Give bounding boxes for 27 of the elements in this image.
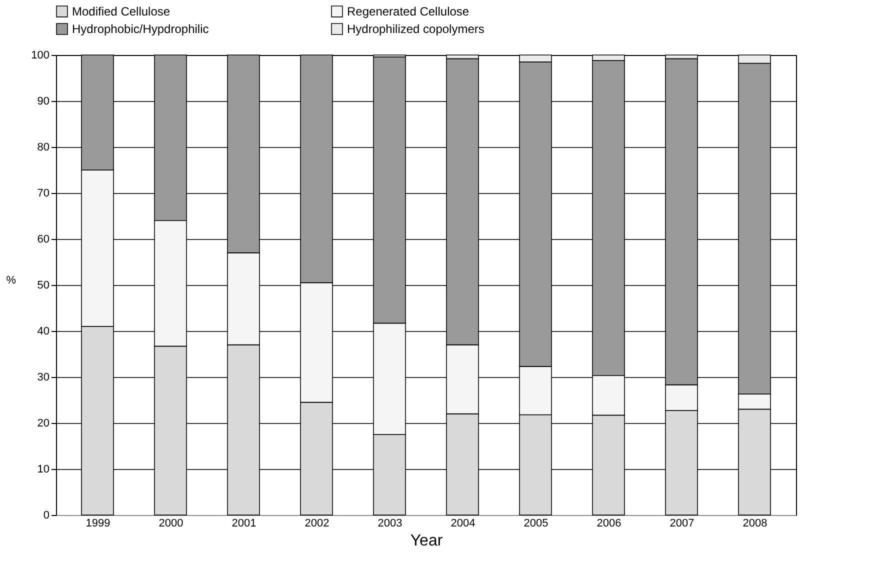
y-tick-label: 80 xyxy=(37,142,50,154)
y-axis-title: % xyxy=(6,274,16,286)
y-tick-label: 10 xyxy=(37,464,50,476)
y-tick-label: 30 xyxy=(37,372,50,384)
y-tick-label: 90 xyxy=(37,96,50,108)
y-tick-label: 70 xyxy=(37,188,50,200)
x-tick-label: 2001 xyxy=(232,518,256,530)
y-tick-label: 50 xyxy=(37,280,50,292)
x-tick-label: 2008 xyxy=(742,518,768,530)
x-tick-label: 2004 xyxy=(450,518,476,530)
x-axis-title: Year xyxy=(410,532,444,550)
x-tick-label: 2003 xyxy=(378,518,402,530)
legend-label: Regenerated Cellulose xyxy=(347,4,470,18)
y-tick-label: 100 xyxy=(31,50,50,62)
y-tick-label: 0 xyxy=(43,510,50,522)
y-tick-label: 60 xyxy=(37,234,50,246)
x-tick-label: 2002 xyxy=(304,518,330,530)
x-tick-label: 2000 xyxy=(158,518,184,530)
y-tick-label: 40 xyxy=(37,326,50,338)
y-tick-label: 20 xyxy=(37,418,50,430)
x-tick-label: 2006 xyxy=(596,518,622,530)
legend-label: Hydrophilized copolymers xyxy=(347,22,484,36)
legend-label: Hydrophobic/Hypdrophilic xyxy=(72,22,209,36)
x-tick-label: 1999 xyxy=(86,518,110,530)
x-tick-label: 2005 xyxy=(524,518,548,530)
legend-label: Modified Cellulose xyxy=(72,4,170,18)
x-tick-label: 2007 xyxy=(670,518,694,530)
